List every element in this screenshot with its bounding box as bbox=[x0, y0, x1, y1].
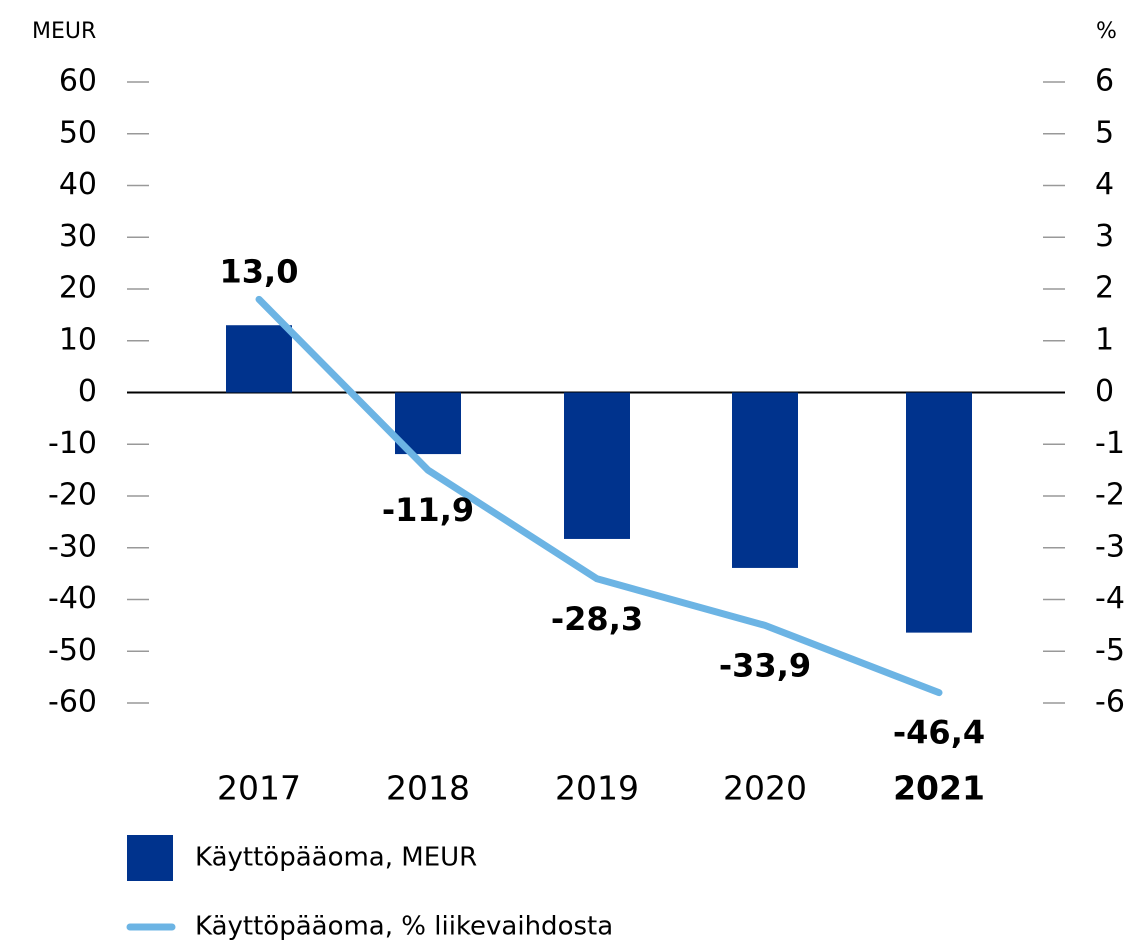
y2-tick-label: 4 bbox=[1095, 167, 1114, 202]
bar bbox=[564, 392, 630, 539]
data-label: -46,4 bbox=[893, 714, 985, 752]
bar bbox=[906, 392, 972, 633]
x-tick-label: 2018 bbox=[386, 769, 470, 808]
y-tick-label: -60 bbox=[48, 685, 97, 720]
x-tick-label: 2021 bbox=[893, 769, 985, 808]
data-label: 13,0 bbox=[220, 252, 299, 290]
x-tick-label: 2020 bbox=[723, 769, 807, 808]
data-label: -33,9 bbox=[719, 646, 811, 684]
y2-tick-label: 1 bbox=[1095, 322, 1114, 357]
y-tick-label: 10 bbox=[59, 322, 97, 357]
y-tick-label: 0 bbox=[78, 374, 97, 409]
y-tick-label: 60 bbox=[59, 64, 97, 99]
y-tick-label: -40 bbox=[48, 581, 97, 616]
data-label: -28,3 bbox=[551, 600, 643, 638]
bar bbox=[732, 392, 798, 568]
bar bbox=[226, 325, 292, 393]
y2-tick-label: -6 bbox=[1095, 685, 1125, 720]
y2-tick-label: -5 bbox=[1095, 633, 1125, 668]
y2-axis-title: % bbox=[1096, 19, 1117, 44]
legend-label: Käyttöpääoma, MEUR bbox=[195, 843, 477, 873]
legend-label: Käyttöpääoma, % liikevaihdosta bbox=[195, 912, 613, 942]
y2-tick-label: 6 bbox=[1095, 64, 1114, 99]
legend-swatch bbox=[127, 835, 173, 881]
y2-tick-label: -1 bbox=[1095, 426, 1125, 461]
y-tick-label: 50 bbox=[59, 115, 97, 150]
y2-tick-label: -2 bbox=[1095, 478, 1125, 513]
y-tick-label: -30 bbox=[48, 529, 97, 564]
y-tick-label: 40 bbox=[59, 167, 97, 202]
y2-tick-label: 2 bbox=[1095, 271, 1114, 306]
y2-tick-label: -3 bbox=[1095, 529, 1125, 564]
data-label: -11,9 bbox=[382, 491, 474, 529]
x-tick-label: 2017 bbox=[217, 769, 301, 808]
y2-tick-label: 5 bbox=[1095, 115, 1114, 150]
y-tick-label: -20 bbox=[48, 478, 97, 513]
line bbox=[255, 295, 943, 697]
y2-tick-label: 0 bbox=[1095, 374, 1114, 409]
y2-tick-label: 3 bbox=[1095, 219, 1114, 254]
y-tick-label: 20 bbox=[59, 271, 97, 306]
y2-tick-label: -4 bbox=[1095, 581, 1125, 616]
y-tick-label: -50 bbox=[48, 633, 97, 668]
y-axis-title: MEUR bbox=[32, 19, 96, 44]
x-tick-label: 2019 bbox=[555, 769, 639, 808]
y-tick-label: -10 bbox=[48, 426, 97, 461]
y-tick-label: 30 bbox=[59, 219, 97, 254]
